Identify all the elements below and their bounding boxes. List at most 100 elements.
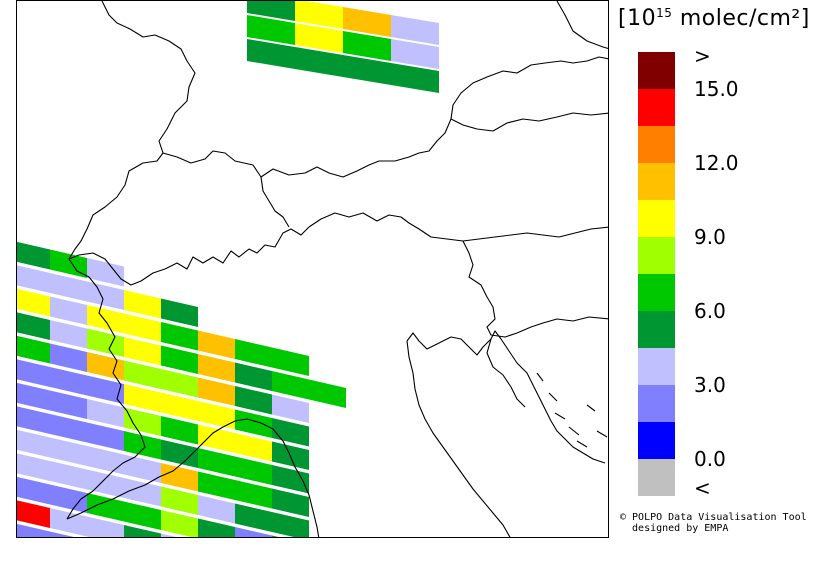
border-north — [68, 1, 196, 260]
colorbar-label: 15.0 — [694, 77, 739, 101]
swath-pixel — [309, 379, 346, 408]
colorbar-label: 12.0 — [694, 151, 739, 175]
swath-pixel — [343, 7, 391, 37]
swath-pixel — [198, 448, 235, 477]
border-austria — [260, 56, 608, 178]
swath-pixel — [272, 465, 309, 494]
swath-pixel — [17, 241, 50, 270]
swath-pixel — [198, 401, 235, 430]
swath-pixel — [17, 476, 50, 505]
colorbar — [638, 52, 675, 496]
swath-pixel — [247, 15, 295, 45]
border-germany-east — [450, 112, 608, 132]
coast-ligurian — [66, 418, 290, 520]
credit-line-2: designed by EMPA — [620, 523, 729, 534]
swath-pixel — [124, 478, 161, 507]
swath-pixel — [17, 359, 50, 387]
swath-pixel — [161, 486, 198, 515]
swath-pixel — [235, 433, 272, 462]
swath-pixel — [17, 312, 50, 340]
colorbar-label: 0.0 — [694, 447, 726, 471]
colorbar-label: 9.0 — [694, 225, 726, 249]
swath-pixel — [391, 63, 439, 93]
coast-istria — [486, 338, 526, 408]
swath-pixel — [50, 390, 87, 419]
colorbar-label: 6.0 — [694, 299, 726, 323]
colorbar-label: 3.0 — [694, 373, 726, 397]
swath-pixel — [124, 431, 161, 460]
swath-pixel — [50, 414, 87, 443]
swath-pixel — [235, 527, 272, 537]
map-panel — [16, 0, 609, 538]
swath-pixel — [235, 386, 272, 415]
colorbar-swatch — [638, 237, 675, 274]
swath-pixel — [50, 273, 87, 302]
colorbar-swatch — [638, 459, 675, 496]
swath-pixel — [161, 510, 198, 537]
border-czech — [556, 1, 608, 50]
colorbar-swatch — [638, 311, 675, 348]
swath-pixel — [124, 501, 161, 530]
swath-pixel — [87, 375, 124, 404]
swath-pixel — [17, 523, 50, 537]
swath-pixel — [235, 409, 272, 438]
swath-pixel — [235, 456, 272, 485]
colorbar-swatch — [638, 422, 675, 459]
swath-pixel — [272, 512, 309, 537]
legend-title-exponent: 15 — [656, 6, 673, 20]
swath-pixel — [87, 281, 124, 310]
swath-pixel — [247, 1, 295, 21]
border-lines — [66, 1, 608, 537]
colorbar-swatch — [638, 200, 675, 237]
swath-pixel — [161, 533, 177, 537]
border-swiss-south — [68, 226, 310, 286]
swath-pixel — [161, 439, 198, 468]
legend-title: [1015 molec/cm²] — [618, 6, 810, 31]
swath-pixel — [87, 446, 124, 475]
credit-text: © POLPO Data Visualisation Tool designed… — [620, 512, 807, 534]
colorbar-swatch — [638, 385, 675, 422]
swath-pixel — [272, 371, 309, 400]
legend-title-suffix: molec/cm²] — [672, 6, 810, 31]
swath-pixel — [17, 335, 50, 364]
swath-pixel — [272, 394, 309, 423]
swath-pixel — [87, 422, 124, 451]
satellite-swath-top — [247, 1, 439, 93]
swath-pixel — [295, 47, 343, 77]
swath-pixel — [235, 503, 272, 532]
swath-pixel — [272, 535, 279, 537]
swath-pixel — [235, 339, 272, 368]
coast-italy-east — [406, 340, 511, 537]
swath-pixel — [198, 471, 235, 500]
swath-pixel — [124, 290, 161, 319]
swath-pixel — [50, 508, 87, 537]
swath-pixel — [87, 516, 124, 537]
swath-pixel — [50, 296, 87, 325]
swath-pixel — [198, 354, 235, 383]
swath-pixel — [161, 416, 198, 445]
swath-pixel — [50, 320, 87, 349]
legend-title-prefix: [10 — [618, 6, 657, 31]
swath-pixel — [124, 384, 161, 413]
swath-pixel — [17, 382, 50, 411]
colorbar-label: > — [694, 44, 711, 68]
swath-pixel — [198, 330, 235, 359]
swath-pixel — [87, 469, 124, 498]
colorbar-swatch — [638, 163, 675, 200]
swath-pixel — [17, 406, 50, 434]
swath-pixel — [391, 15, 439, 45]
colorbar-label: < — [694, 476, 711, 500]
swath-pixel — [17, 265, 50, 293]
swath-pixel — [124, 337, 161, 366]
swath-pixel — [343, 31, 391, 61]
map-canvas — [17, 1, 608, 537]
coast-croatia-islands — [536, 372, 608, 448]
swath-pixel — [124, 313, 161, 342]
satellite-swath-bottom — [17, 241, 346, 537]
colorbar-swatch — [638, 274, 675, 311]
coast-adriatic-north — [406, 330, 606, 464]
swath-pixel — [50, 484, 87, 513]
swath-pixel — [124, 407, 161, 436]
swath-pixel — [124, 525, 161, 537]
swath-pixel — [50, 343, 87, 372]
